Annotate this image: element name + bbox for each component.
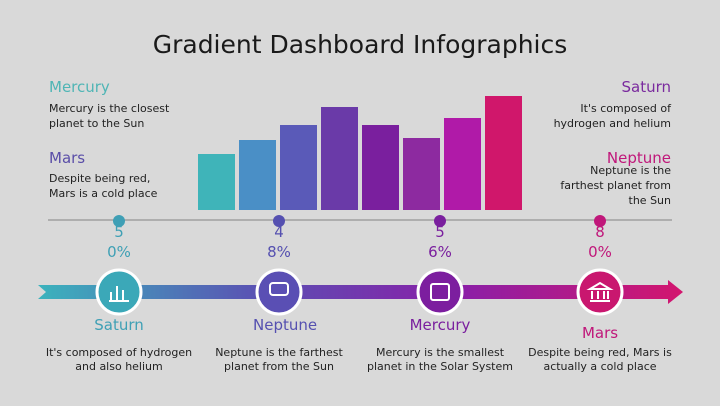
note-name: Mars <box>49 149 86 167</box>
percentage: 48% <box>267 223 291 261</box>
timeline-name: Neptune <box>253 316 318 334</box>
note-name: Saturn <box>621 78 671 96</box>
timeline-name: Mars <box>581 324 619 342</box>
title: Gradient Dashboard Infographics <box>152 30 568 59</box>
note-name: Neptune <box>606 149 671 167</box>
bars <box>198 96 522 210</box>
note-text: Neptune is the farthest planet from the … <box>560 164 671 207</box>
percentage: 56% <box>428 223 452 261</box>
note-text: It's composed of hydrogen and helium <box>553 102 671 130</box>
timeline-text: Mercury is the smallest planet in the So… <box>367 346 513 373</box>
percentage: 80% <box>588 223 612 261</box>
percentage: 50% <box>107 223 131 261</box>
timeline-text: Neptune is the farthest planet from the … <box>215 346 343 373</box>
timeline-name: Saturn <box>94 316 144 334</box>
note-name: Mercury <box>49 78 110 96</box>
note-text: Mercury is the closest planet to the Sun <box>49 102 170 130</box>
timeline-name: Mercury <box>409 316 471 334</box>
arrow-band <box>38 280 683 304</box>
note-text: Despite being red, Mars is a cold place <box>49 172 158 200</box>
timeline-text: Despite being red, Mars is actually a co… <box>528 346 672 373</box>
timeline-text: It's composed of hydrogen and also heliu… <box>45 346 193 373</box>
icons <box>95 268 624 316</box>
